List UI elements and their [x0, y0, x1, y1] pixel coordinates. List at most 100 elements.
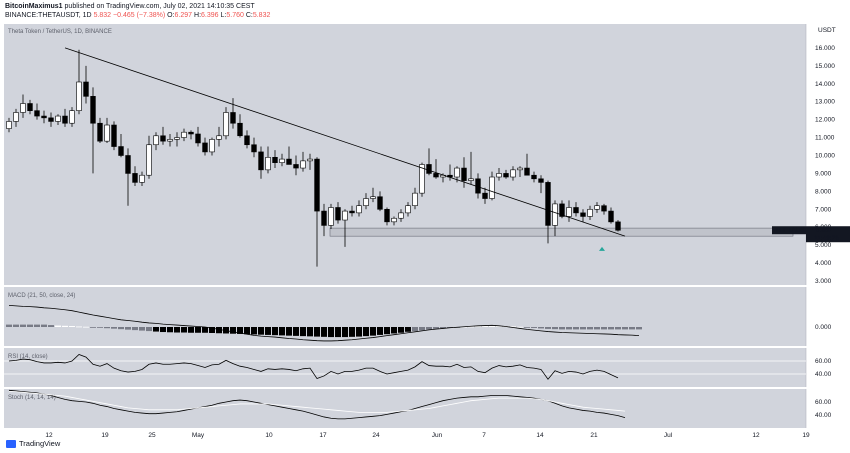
macd-histogram-bar — [41, 324, 47, 327]
macd-histogram-bar — [440, 327, 446, 329]
stoch-title: Stoch (14, 14, 14) — [8, 395, 56, 401]
candle — [615, 221, 621, 231]
price-axis-background — [806, 348, 850, 387]
pane-background — [4, 389, 806, 428]
macd-histogram-bar — [104, 327, 110, 329]
macd-histogram-bar — [202, 327, 208, 333]
candle — [237, 122, 243, 137]
high-value: 6.396 — [201, 12, 219, 19]
candle — [167, 139, 173, 142]
price-tick-label: 15.000 — [815, 63, 835, 70]
candle — [538, 178, 544, 183]
candle — [342, 210, 348, 221]
candle — [230, 112, 236, 124]
candle — [132, 173, 138, 183]
candle — [468, 178, 474, 181]
close-label: C: — [245, 12, 253, 19]
macd-histogram-bar — [636, 327, 642, 330]
macd-histogram-bar — [566, 327, 572, 330]
candle — [377, 196, 383, 210]
macd-histogram-bar — [363, 327, 369, 337]
price-axis-background — [806, 389, 850, 428]
macd-histogram-bar — [62, 325, 68, 327]
macd-histogram-bar — [216, 327, 222, 334]
close-value: 5.832 — [252, 12, 271, 19]
candle — [160, 135, 166, 142]
macd-histogram-bar — [559, 327, 565, 330]
candle — [594, 205, 600, 210]
time-tick-label: 14 — [536, 432, 544, 439]
author-name[interactable]: BitcoinMaximus1 — [5, 3, 63, 10]
time-tick-label: 25 — [148, 432, 156, 439]
candle — [566, 207, 572, 217]
chart-title: Theta Token / TetherUS, 1D, BINANCE — [8, 29, 112, 35]
price-tick-label: 3.000 — [815, 278, 832, 285]
macd-histogram-bar — [167, 327, 173, 333]
macd-histogram-bar — [384, 327, 390, 335]
candle — [601, 205, 607, 212]
macd-histogram-bar — [13, 324, 19, 327]
time-tick-label: 19 — [802, 432, 810, 439]
candle — [419, 164, 425, 194]
last-price: 5.832 — [93, 12, 112, 19]
published-text: published on TradingView.com, July 02, 2… — [64, 3, 255, 10]
macd-histogram-bar — [111, 327, 117, 329]
macd-histogram-bar — [482, 326, 488, 327]
macd-histogram-bar — [139, 327, 145, 331]
macd-histogram-bar — [538, 327, 544, 329]
footer: TradingView — [6, 439, 60, 448]
time-tick-label: 24 — [372, 432, 380, 439]
macd-histogram-bar — [90, 327, 96, 328]
candle — [496, 173, 502, 178]
macd-histogram-bar — [580, 327, 586, 330]
low-label: L: — [220, 12, 227, 19]
pane-background — [4, 348, 806, 387]
candle — [307, 158, 313, 162]
macd-histogram-bar — [475, 326, 481, 328]
macd-histogram-bar — [391, 327, 397, 334]
candle — [384, 208, 390, 223]
price-tick-label: 11.000 — [815, 135, 835, 142]
macd-histogram-bar — [419, 327, 425, 331]
macd-histogram-bar — [293, 327, 299, 336]
macd-histogram-bar — [6, 324, 12, 327]
macd-histogram-bar — [181, 327, 187, 333]
candle — [531, 174, 537, 180]
candle — [510, 169, 516, 178]
candle — [433, 173, 439, 178]
price-change: −0.465 (−7.38%) — [113, 12, 166, 19]
candle — [587, 208, 593, 217]
candle — [181, 131, 187, 138]
macd-tick-label: 0.000 — [815, 324, 832, 331]
stoch-k-line — [8, 389, 626, 420]
macd-histogram-bar — [118, 327, 124, 330]
candle — [552, 203, 558, 226]
macd-histogram-bar — [573, 327, 579, 330]
macd-histogram-bar — [279, 327, 285, 336]
open-value: 6.297 — [174, 12, 193, 19]
macd-histogram-bar — [524, 327, 530, 328]
macd-title: MACD (21, 50, close, 24) — [8, 293, 75, 299]
candle — [76, 81, 82, 111]
time-tick-label: 19 — [101, 432, 109, 439]
price-axis-background — [806, 287, 850, 346]
macd-histogram-bar — [335, 327, 341, 338]
candle — [608, 210, 614, 223]
candle — [13, 112, 19, 122]
candle — [174, 137, 180, 140]
candle — [524, 167, 530, 176]
time-tick-label: 7 — [482, 432, 486, 439]
last-price-value: 5.832 — [816, 227, 833, 234]
candle — [125, 155, 131, 174]
macd-histogram-bar — [230, 327, 236, 334]
macd-histogram-bar — [615, 327, 621, 330]
tradingview-logo-icon — [6, 439, 16, 448]
price-tick-label: 13.000 — [815, 99, 835, 106]
footer-brand[interactable]: TradingView — [19, 439, 61, 448]
macd-histogram-bar — [272, 327, 278, 336]
macd-histogram-bar — [517, 326, 523, 328]
price-tick-label: 5.000 — [815, 242, 832, 249]
macd-histogram-bar — [608, 327, 614, 330]
candle — [48, 117, 54, 122]
